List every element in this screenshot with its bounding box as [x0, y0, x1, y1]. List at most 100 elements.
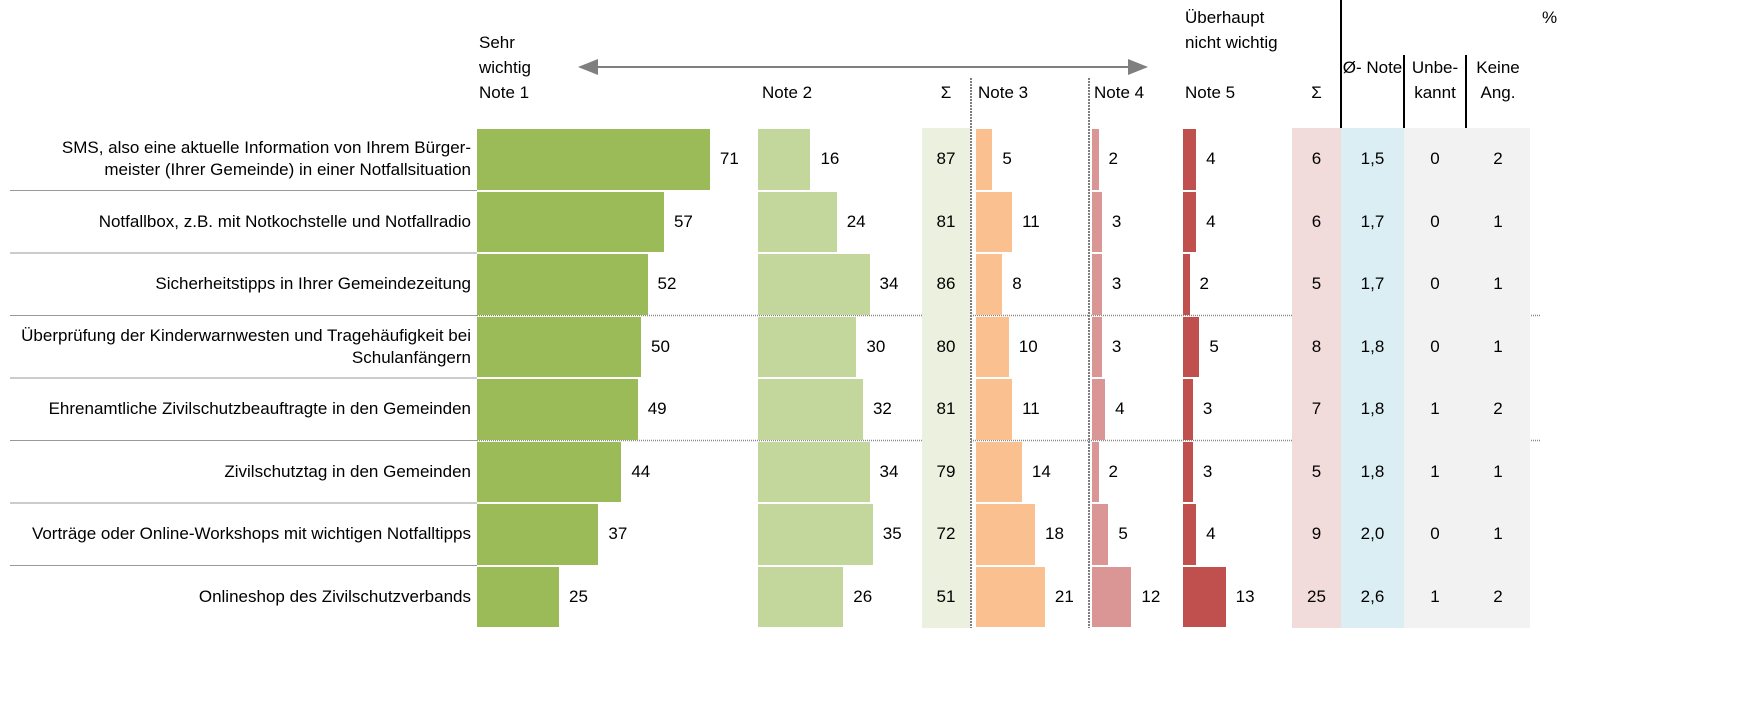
column-header: Ø- Note	[1342, 58, 1403, 77]
value-label: 3	[1202, 399, 1213, 419]
table-value: 25	[1307, 586, 1326, 606]
table-value: 72	[936, 524, 956, 544]
table-value: 1	[1493, 461, 1503, 481]
value-label: 5	[1118, 524, 1128, 544]
column-bg	[1466, 128, 1530, 628]
bar	[758, 316, 857, 377]
bar	[758, 566, 844, 627]
value-label: 3	[1111, 274, 1122, 294]
bar	[1183, 191, 1197, 252]
value-label: 11	[1022, 211, 1040, 231]
value-label: 16	[820, 149, 840, 169]
category-label: Notfallbox, z.B. mit Notkochstelle und N…	[98, 211, 471, 231]
table-value: 9	[1311, 524, 1322, 544]
bar	[1092, 254, 1102, 315]
right-label: Überhaupt nicht wichtig	[1185, 8, 1278, 52]
bar	[1092, 129, 1099, 190]
value-label: 4	[1115, 399, 1125, 419]
value-label: 37	[608, 524, 628, 544]
table-value: 1,5	[1360, 149, 1385, 169]
table-value: 7	[1311, 399, 1322, 419]
value-label: 14	[1031, 461, 1051, 481]
table-value: 6	[1311, 211, 1322, 231]
bar	[758, 254, 870, 315]
category-label: Sicherheitstipps in Ihrer Gemeindezeitun…	[155, 274, 471, 294]
value-label: 10	[1018, 336, 1038, 356]
bar	[477, 254, 648, 315]
table-value: 1,7	[1360, 274, 1385, 294]
table-value: 1	[1493, 524, 1503, 544]
value-label: 4	[1206, 211, 1216, 231]
bar	[1092, 316, 1102, 377]
category-label: Ehrenamtliche Zivilschutzbeauftragte in …	[48, 399, 471, 419]
series-header: Note 3	[978, 83, 1029, 102]
table-value: 6	[1311, 149, 1322, 169]
value-label: 5	[1209, 336, 1219, 356]
table-value: 81	[936, 399, 956, 419]
bar	[976, 254, 1003, 315]
value-label: 4	[1206, 149, 1216, 169]
value-label: 49	[647, 399, 667, 419]
value-label: 26	[853, 586, 873, 606]
table-value: 1,7	[1360, 211, 1385, 231]
value-label: 52	[657, 274, 677, 294]
value-label: 57	[673, 211, 693, 231]
bar	[1183, 504, 1197, 565]
bar	[976, 316, 1009, 377]
table-value: 0	[1430, 274, 1440, 294]
bar	[1092, 191, 1102, 252]
bar	[1183, 566, 1226, 627]
value-label: 2	[1199, 274, 1210, 294]
bar	[1092, 379, 1106, 440]
value-label: 35	[882, 524, 902, 544]
column-header: Σ	[1311, 83, 1322, 102]
table-value: 1	[1430, 586, 1440, 606]
table-value: 1,8	[1360, 399, 1385, 419]
table-value: 1,8	[1360, 336, 1385, 356]
column-bg	[1341, 128, 1404, 628]
value-label: 25	[569, 586, 588, 606]
bar	[758, 191, 837, 252]
table-value: 1	[1493, 274, 1503, 294]
bar	[1092, 504, 1109, 565]
table-value: 2,0	[1360, 524, 1385, 544]
bar	[976, 191, 1013, 252]
table-value: 81	[936, 211, 956, 231]
table-value: 1	[1493, 211, 1503, 231]
value-label: 2	[1108, 149, 1119, 169]
value-label: 3	[1202, 461, 1213, 481]
table-value: 2	[1493, 399, 1503, 419]
series-header: Note 1	[479, 83, 530, 102]
value-label: 21	[1054, 586, 1074, 606]
value-label: 30	[866, 336, 886, 356]
value-label: 2	[1108, 461, 1119, 481]
value-label: 18	[1045, 524, 1064, 544]
category-label: Onlineshop des Zivilschutzverbands	[198, 586, 471, 606]
table-value: 0	[1430, 524, 1440, 544]
table-value: 1	[1493, 336, 1503, 356]
value-label: 4	[1206, 524, 1216, 544]
table-value: 8	[1311, 336, 1322, 356]
value-label: 3	[1111, 336, 1122, 356]
bar	[477, 316, 641, 377]
table-value: 1,8	[1360, 461, 1385, 481]
bar	[976, 566, 1045, 627]
bar	[477, 566, 559, 627]
value-label: 3	[1111, 211, 1122, 231]
bar	[1183, 316, 1200, 377]
column-header: Σ	[940, 83, 952, 102]
bar	[477, 379, 638, 440]
table-value: 51	[936, 586, 956, 606]
value-label: 34	[879, 274, 899, 294]
category-label: Überprüfung der Kinderwarnwesten und Tra…	[21, 325, 471, 367]
bar	[758, 504, 873, 565]
table-value: 5	[1311, 274, 1322, 294]
value-label: 34	[879, 461, 899, 481]
table-value: 0	[1430, 336, 1440, 356]
bar	[976, 504, 1036, 565]
value-label: 8	[1012, 274, 1022, 294]
category-label: Zivilschutztag in den Gemeinden	[224, 461, 471, 481]
bar	[477, 191, 664, 252]
bar	[1092, 441, 1099, 502]
bar	[1183, 254, 1190, 315]
